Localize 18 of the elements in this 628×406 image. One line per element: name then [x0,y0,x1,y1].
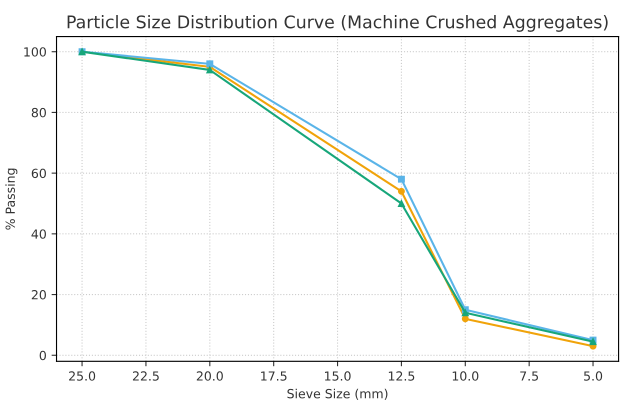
x-tick-label: 10.0 [452,371,478,381]
x-tick-label: 20.0 [196,371,223,381]
x-tick-label: 7.5 [520,371,538,381]
y-tick-label: 80 [32,108,46,118]
y-tick-label: 100 [24,47,46,57]
x-axis-title: Sieve Size (mm) [287,388,388,400]
y-tick-label: 0 [40,350,46,360]
x-tick-label: 25.0 [69,371,96,381]
x-tick-label: 17.5 [261,371,287,381]
y-tick-label: 40 [32,229,46,239]
x-tick-label: 15.0 [325,371,351,381]
y-tick-label: 60 [32,168,46,178]
y-axis-title: % Passing [5,168,18,230]
x-tick-label: 12.5 [388,371,414,381]
x-tick-label: 5.0 [584,371,602,381]
y-tick-label: 20 [32,290,46,300]
chart-title: Particle Size Distribution Curve (Machine Crushed Aggregates) [68,15,608,32]
x-tick-label: 22.5 [132,371,159,381]
